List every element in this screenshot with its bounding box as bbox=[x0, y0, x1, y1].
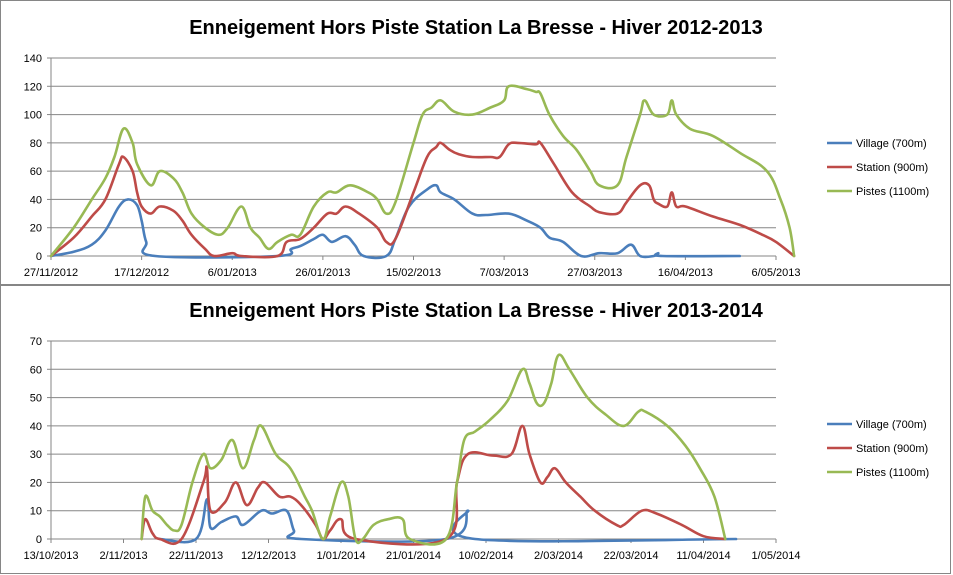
x-tick-label: 2/11/2013 bbox=[99, 550, 147, 562]
x-tick-label: 13/10/2013 bbox=[23, 550, 78, 562]
series-line-pistes bbox=[49, 84, 796, 258]
x-tick-label: 6/01/2013 bbox=[208, 267, 257, 279]
x-tick-label: 15/02/2013 bbox=[386, 267, 441, 279]
chart-panel-2012-2013: Enneigement Hors Piste Station La Bresse… bbox=[0, 0, 951, 285]
y-tick-label: 140 bbox=[24, 53, 42, 65]
y-tick-label: 40 bbox=[30, 421, 42, 433]
series-line-village bbox=[158, 498, 738, 544]
legend-label: Pistes (1100m) bbox=[856, 467, 929, 479]
x-tick-label: 1/01/2014 bbox=[317, 550, 366, 562]
x-tick-label: 22/03/2014 bbox=[603, 550, 658, 562]
series-line-pistes bbox=[140, 353, 727, 546]
y-tick-label: 0 bbox=[36, 534, 42, 546]
y-tick-label: 30 bbox=[30, 449, 42, 461]
x-tick-label: 27/03/2013 bbox=[567, 267, 622, 279]
x-tick-label: 2/03/2014 bbox=[534, 550, 583, 562]
chart-title: Enneigement Hors Piste Station La Bresse… bbox=[189, 300, 763, 322]
x-tick-label: 11/04/2014 bbox=[676, 550, 730, 562]
y-tick-label: 100 bbox=[24, 110, 42, 122]
chart-panel-2013-2014: Enneigement Hors Piste Station La Bresse… bbox=[0, 285, 951, 574]
x-tick-label: 6/05/2013 bbox=[752, 267, 801, 279]
x-tick-label: 26/01/2013 bbox=[295, 267, 350, 279]
legend-label: Village (700m) bbox=[856, 138, 927, 150]
x-tick-label: 10/02/2014 bbox=[458, 550, 513, 562]
y-tick-label: 80 bbox=[30, 138, 42, 150]
y-tick-label: 10 bbox=[30, 506, 42, 518]
chart-title: Enneigement Hors Piste Station La Bresse… bbox=[189, 17, 763, 39]
y-tick-label: 70 bbox=[30, 336, 42, 348]
y-tick-label: 60 bbox=[30, 166, 42, 178]
legend-label: Village (700m) bbox=[856, 419, 927, 431]
series-line-station bbox=[140, 424, 727, 546]
chart-2012-2013: Enneigement Hors Piste Station La Bresse… bbox=[24, 17, 930, 279]
legend-label: Station (900m) bbox=[856, 162, 928, 174]
series-line-station bbox=[49, 140, 796, 259]
y-tick-label: 40 bbox=[30, 194, 42, 206]
x-tick-label: 27/11/2012 bbox=[24, 267, 78, 279]
x-tick-label: 17/12/2012 bbox=[114, 267, 169, 279]
chart-2013-2014: Enneigement Hors Piste Station La Bresse… bbox=[23, 300, 929, 562]
x-tick-label: 7/03/2013 bbox=[480, 267, 529, 279]
y-tick-label: 20 bbox=[30, 477, 42, 489]
x-tick-label: 1/05/2014 bbox=[752, 550, 801, 562]
y-tick-label: 60 bbox=[30, 364, 42, 376]
y-tick-label: 120 bbox=[24, 81, 42, 93]
x-tick-label: 16/04/2013 bbox=[658, 267, 713, 279]
y-tick-label: 50 bbox=[30, 393, 42, 405]
x-tick-label: 22/11/2013 bbox=[169, 550, 223, 562]
legend-label: Station (900m) bbox=[856, 443, 928, 455]
x-tick-label: 12/12/2013 bbox=[241, 550, 296, 562]
legend-label: Pistes (1100m) bbox=[856, 186, 929, 198]
x-tick-label: 21/01/2014 bbox=[386, 550, 441, 562]
series-line-village bbox=[49, 183, 742, 260]
y-tick-label: 0 bbox=[36, 251, 42, 263]
y-tick-label: 20 bbox=[30, 223, 42, 235]
